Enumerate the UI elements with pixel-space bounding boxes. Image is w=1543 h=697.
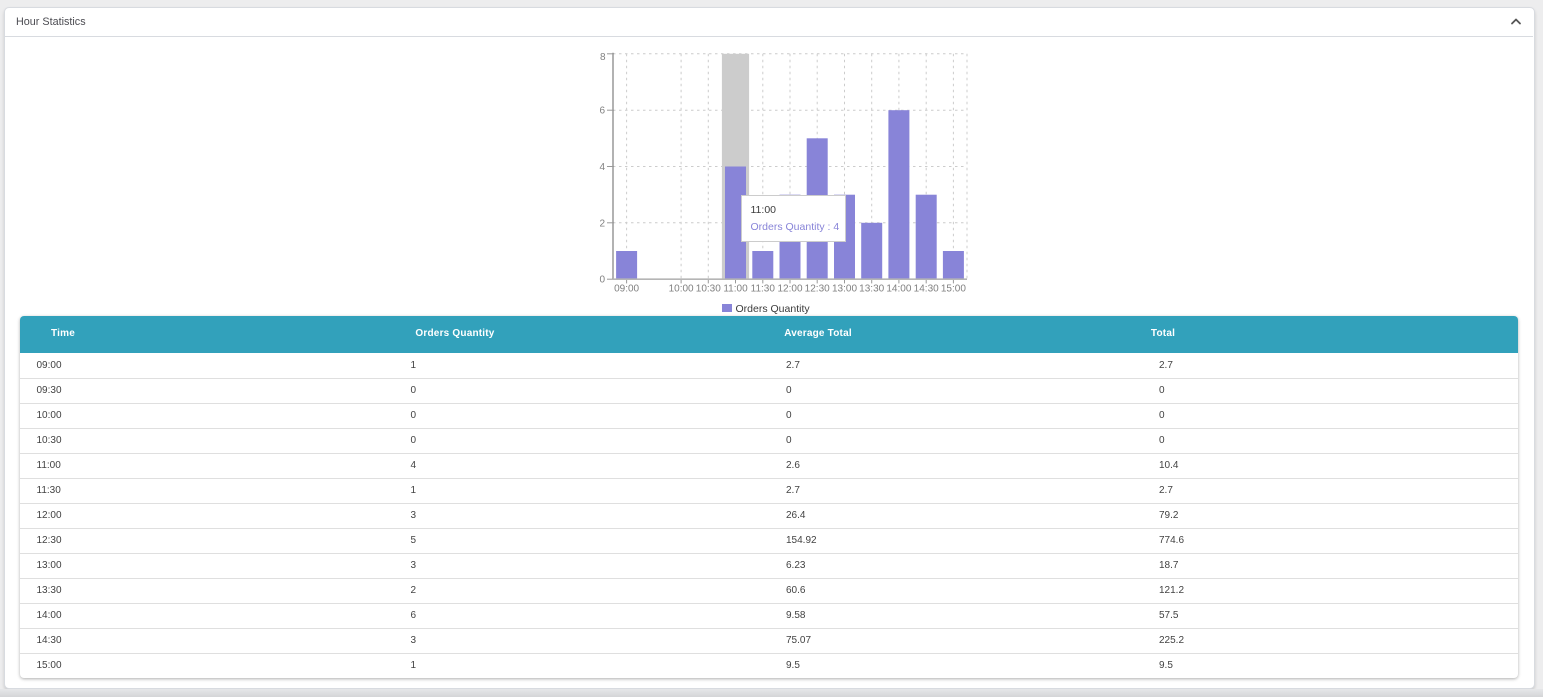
- svg-text:11:00: 11:00: [723, 284, 748, 295]
- svg-text:12:30: 12:30: [805, 284, 830, 295]
- svg-text:0: 0: [599, 275, 605, 286]
- svg-text:8: 8: [600, 52, 606, 63]
- svg-text:10:30: 10:30: [696, 284, 721, 295]
- svg-text:13:30: 13:30: [859, 284, 884, 295]
- svg-text:13:00: 13:00: [832, 284, 857, 295]
- svg-text:14:00: 14:00: [886, 284, 911, 295]
- svg-text:12:00: 12:00: [777, 284, 802, 295]
- svg-text:10:00: 10:00: [669, 284, 694, 295]
- svg-text:09:00: 09:00: [614, 284, 639, 295]
- svg-text:2: 2: [599, 218, 605, 229]
- svg-text:6: 6: [599, 106, 605, 117]
- svg-text:11:30: 11:30: [751, 284, 776, 295]
- svg-text:14:30: 14:30: [914, 284, 939, 295]
- svg-text:4: 4: [599, 162, 605, 173]
- svg-text:15:00: 15:00: [941, 284, 966, 295]
